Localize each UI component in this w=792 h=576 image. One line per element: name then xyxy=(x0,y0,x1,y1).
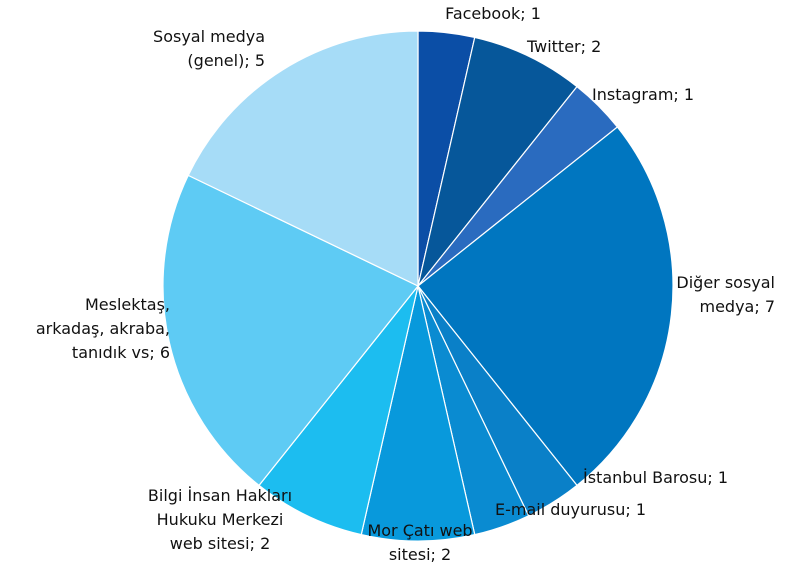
pie-slice xyxy=(417,36,578,287)
slice-label: Diğer sosyal medya; 7 xyxy=(676,273,775,316)
slice-label: Mor Çatı web sitesi; 2 xyxy=(367,521,472,564)
slice-label-line: E-mail duyurusu; 1 xyxy=(495,500,646,519)
slice-label-line: arkadaş, akraba, xyxy=(36,319,170,338)
slice-label-line: sitesi; 2 xyxy=(389,545,451,564)
slice-label-line: İstanbul Barosu; 1 xyxy=(583,468,728,487)
slice-label: İstanbul Barosu; 1 xyxy=(583,468,728,487)
pie-slice xyxy=(360,285,476,542)
slice-label-line: Bilgi İnsan Hakları xyxy=(148,486,292,505)
slice-label: Facebook; 1 xyxy=(445,4,541,23)
slice-label: Instagram; 1 xyxy=(592,85,694,104)
slice-label: E-mail duyurusu; 1 xyxy=(495,500,646,519)
slice-label: Bilgi İnsan Hakları Hukuku Merkezi web sit… xyxy=(148,486,292,553)
slice-label-line: Diğer sosyal xyxy=(676,273,775,292)
slice-label: Sosyal medya (genel); 5 xyxy=(153,27,265,70)
pie-slice xyxy=(162,174,419,487)
slice-label-line: (genel); 5 xyxy=(187,51,265,70)
slice-label: Meslektaş, arkadaş, akraba, tanıdık vs; 6 xyxy=(36,295,170,362)
slice-label-line: web sitesi; 2 xyxy=(170,534,271,553)
pie-slice xyxy=(258,285,419,536)
pie-slice xyxy=(417,126,674,487)
slice-label-line: Hukuku Merkezi xyxy=(157,510,284,529)
slice-label-line: Instagram; 1 xyxy=(592,85,694,104)
pie-slice xyxy=(187,30,419,287)
slice-label-line: medya; 7 xyxy=(699,297,775,316)
slice-label-line: tanıdık vs; 6 xyxy=(72,343,170,362)
slice-label-line: Twitter; 2 xyxy=(526,37,601,56)
slice-label-line: Sosyal medya xyxy=(153,27,265,46)
slice-label-line: Meslektaş, xyxy=(85,295,170,314)
slice-label-line: Mor Çatı web xyxy=(367,521,472,540)
slice-label: Twitter; 2 xyxy=(526,37,601,56)
slice-label-line: Facebook; 1 xyxy=(445,4,541,23)
